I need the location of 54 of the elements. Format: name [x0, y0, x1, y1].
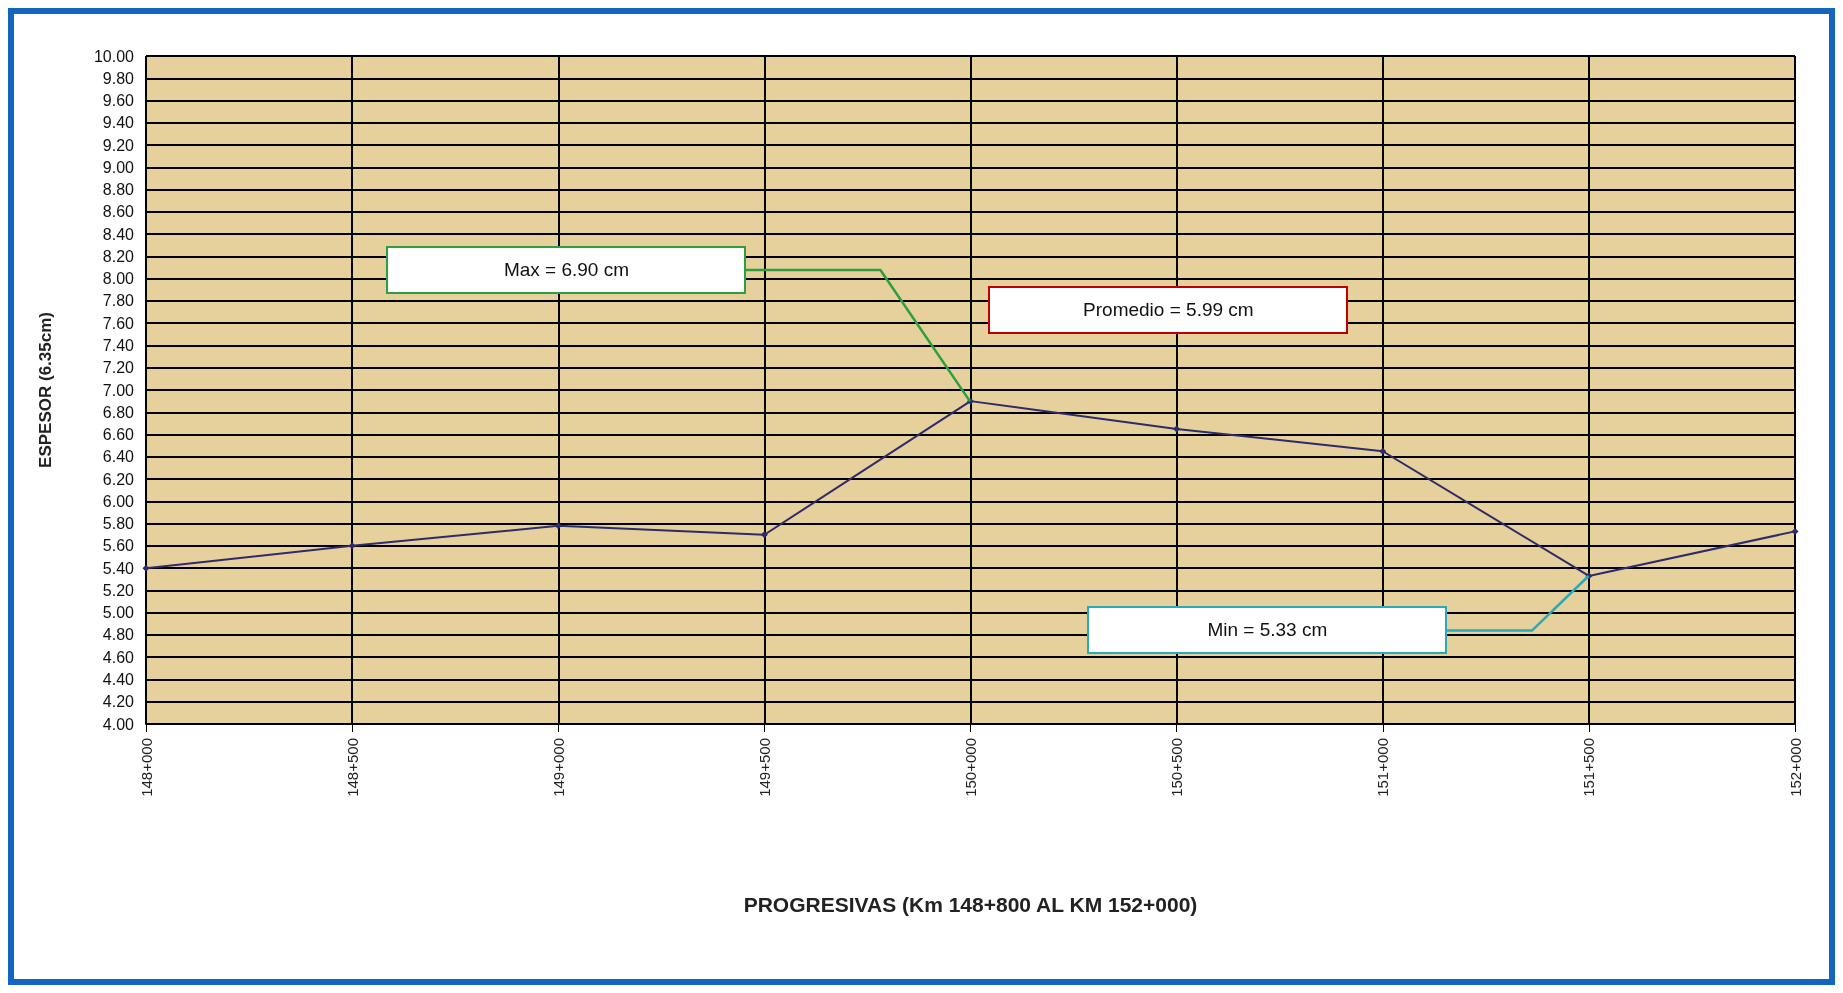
y-tick-label: 7.60 — [102, 314, 135, 332]
point — [760, 531, 768, 539]
y-tick-label: 5.80 — [102, 515, 135, 533]
y-tick-label: 8.00 — [102, 270, 135, 288]
y-tick-label: 9.40 — [102, 114, 135, 132]
y-tick-label: 8.20 — [102, 247, 135, 265]
y-tick-label: 8.60 — [102, 203, 135, 221]
annotation: Min = 5.33 cm — [1087, 606, 1448, 655]
x-tick-label: 151+000 — [1374, 738, 1392, 797]
y-tick-label: 6.80 — [102, 403, 135, 421]
point — [1379, 447, 1387, 455]
y-tick-label: 6.00 — [102, 492, 135, 510]
callout: Promedio = 5.99 cm — [986, 283, 1351, 336]
y-tick-label: 7.20 — [102, 359, 135, 377]
point — [1791, 527, 1799, 535]
annotation: Max = 6.90 cm — [386, 245, 747, 294]
y-tick-label: 10.00 — [93, 47, 135, 65]
y-tick-label: 7.80 — [102, 292, 135, 310]
x-tick-label: 152+000 — [1786, 738, 1804, 797]
callout: Min = 5.33 cm — [1085, 573, 1591, 657]
x-tick-label: 151+500 — [1580, 738, 1598, 797]
point — [1173, 425, 1181, 433]
y-tick-label: 4.40 — [102, 670, 135, 688]
y-tick-label: 7.00 — [102, 381, 135, 399]
y-tick-label: 6.60 — [102, 426, 135, 444]
y-tick-label: 5.40 — [102, 559, 135, 577]
y-tick-label: 9.60 — [102, 92, 135, 110]
point — [554, 522, 562, 530]
y-tick-label: 4.20 — [102, 693, 135, 711]
y-tick-label: 5.00 — [102, 604, 135, 622]
y-tick-label: 8.40 — [102, 225, 135, 243]
y-tick-label: 6.20 — [102, 470, 135, 488]
x-tick-label: 150+000 — [962, 738, 979, 797]
y-tick-label: 6.40 — [102, 448, 135, 466]
y-tick-label: 7.40 — [102, 336, 135, 354]
y-tick-label: 5.20 — [102, 581, 135, 599]
y-tick-label: 4.00 — [102, 715, 135, 733]
y-axis-title: ESPESOR (6.35cm) — [36, 312, 55, 468]
y-tick-label: 9.80 — [102, 69, 135, 87]
x-axis-title: PROGRESIVAS (Km 148+800 AL KM 152+000) — [743, 893, 1198, 916]
x-tick-label: 148+500 — [343, 738, 361, 797]
callout: Max = 6.90 cm — [384, 243, 973, 404]
point — [348, 542, 356, 550]
x-tick-label: 148+000 — [137, 738, 155, 797]
y-tick-label: 9.00 — [102, 158, 135, 176]
y-tick-label: 4.80 — [102, 626, 135, 644]
y-tick-label: 4.60 — [102, 648, 135, 666]
y-tick-label: 8.80 — [102, 181, 135, 199]
x-tick-label: 149+500 — [755, 738, 773, 797]
point — [142, 564, 150, 572]
y-tick-label: 9.20 — [102, 136, 135, 154]
y-tick-label: 5.60 — [102, 537, 135, 555]
x-tick-label: 150+500 — [1168, 738, 1186, 797]
x-tick-label: 149+000 — [549, 738, 567, 797]
